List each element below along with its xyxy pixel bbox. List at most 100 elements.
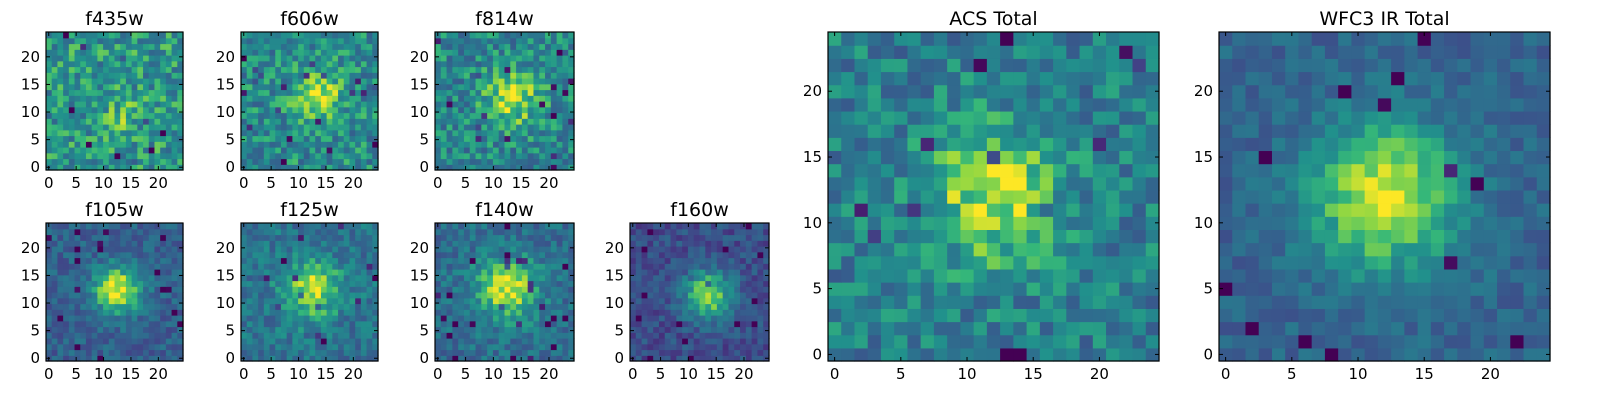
heatmap-cell [533, 89, 540, 96]
heatmap-cell [154, 112, 161, 119]
heatmap-cell [57, 118, 64, 125]
heatmap-cell [1106, 334, 1120, 349]
heatmap-cell [440, 355, 448, 362]
heatmap-cell [973, 216, 988, 230]
heatmap-cell [933, 32, 948, 46]
heatmap-cell [947, 216, 961, 230]
heatmap-cell [263, 129, 271, 137]
heatmap-cell [68, 338, 76, 345]
heatmap-cell [1483, 334, 1498, 349]
heatmap-cell [160, 32, 167, 39]
heatmap-cell [521, 274, 529, 282]
heatmap-cell [452, 355, 459, 362]
heatmap-cell [722, 274, 730, 282]
heatmap-cell [463, 43, 471, 50]
heatmap-cell [309, 332, 316, 339]
heatmap-cell [57, 49, 64, 56]
heatmap-cell [97, 66, 104, 73]
heatmap-cell [154, 240, 161, 247]
heatmap-cell [355, 274, 362, 282]
heatmap-cell [947, 203, 961, 217]
heatmap-cell [1132, 229, 1147, 244]
heatmap-cell [171, 55, 178, 62]
heatmap-cell [303, 286, 311, 293]
heatmap-cell [114, 129, 121, 137]
heatmap-cell [349, 292, 356, 299]
heatmap-cell [97, 297, 104, 305]
heatmap-cell [372, 32, 379, 39]
heatmap-cell [1066, 110, 1081, 125]
heatmap-cell [907, 58, 922, 73]
heatmap-cell [635, 274, 643, 282]
heatmap-cell [498, 234, 506, 241]
heatmap-cell [160, 72, 167, 79]
heatmap-cell [527, 257, 535, 264]
heatmap-cell [303, 112, 311, 119]
heatmap-cell [366, 349, 373, 356]
heatmap-cell [1219, 308, 1233, 323]
heatmap-cell [68, 141, 76, 148]
heatmap-cell [177, 343, 184, 351]
heatmap-cell [360, 263, 368, 270]
heatmap-cell [275, 263, 282, 270]
heatmap-cell [372, 135, 379, 142]
heatmap-cell [326, 355, 333, 362]
heatmap-cell [527, 55, 535, 62]
heatmap-cell [722, 320, 730, 328]
heatmap-cell [492, 66, 500, 73]
heatmap-cell [757, 320, 764, 328]
heatmap-cell [568, 37, 575, 45]
heatmap-cell [46, 338, 53, 345]
heatmap-cell [252, 89, 259, 96]
heatmap-cell [85, 292, 93, 299]
heatmap-cell [360, 89, 368, 96]
heatmap-cell [487, 263, 494, 270]
heatmap-cell [481, 338, 488, 345]
heatmap-cell [510, 263, 517, 270]
heatmap-cell [120, 326, 127, 333]
heatmap-cell [315, 303, 322, 310]
heatmap-cell [446, 106, 453, 114]
heatmap-cell [562, 60, 569, 68]
heatmap-cell [1457, 321, 1472, 336]
heatmap-cell [504, 124, 511, 131]
heatmap-cell [828, 150, 842, 165]
heatmap-cell [252, 118, 259, 125]
heatmap-cell [280, 338, 288, 345]
heatmap-cell [355, 78, 362, 85]
heatmap-cell [498, 297, 506, 305]
heatmap-cell [263, 223, 271, 230]
heatmap-cell [252, 129, 259, 137]
heatmap-cell [1066, 321, 1081, 336]
heatmap-cell [986, 295, 1001, 309]
heatmap-cell [510, 286, 517, 293]
heatmap-cell [303, 83, 311, 91]
heatmap-cell [57, 246, 64, 253]
heatmap-cell [1000, 32, 1014, 46]
heatmap-cell [263, 164, 271, 171]
heatmap-cell [108, 164, 116, 171]
heatmap-cell [108, 83, 116, 91]
heatmap-cell [740, 320, 747, 328]
heatmap-cell [653, 320, 660, 328]
heatmap-cell [154, 89, 161, 96]
heatmap-cell [292, 315, 299, 322]
heatmap-cell [539, 257, 546, 264]
heatmap-cell [458, 129, 465, 137]
heatmap-cell [516, 89, 523, 96]
heatmap-cell [492, 343, 500, 351]
heatmap-cell [740, 326, 747, 333]
heatmap-cell [80, 124, 87, 131]
heatmap-cell [757, 286, 764, 293]
heatmap-cell [258, 158, 265, 165]
y-tick-label: 20 [216, 239, 235, 257]
heatmap-cell [1145, 189, 1160, 204]
heatmap-cell [481, 147, 488, 154]
heatmap-cell [527, 309, 535, 316]
heatmap-cell [280, 292, 288, 299]
heatmap-cell [51, 269, 59, 276]
heatmap-cell [1079, 321, 1094, 336]
heatmap-cell [854, 203, 869, 217]
heatmap-cell [475, 49, 482, 56]
heatmap-cell [1106, 176, 1120, 191]
